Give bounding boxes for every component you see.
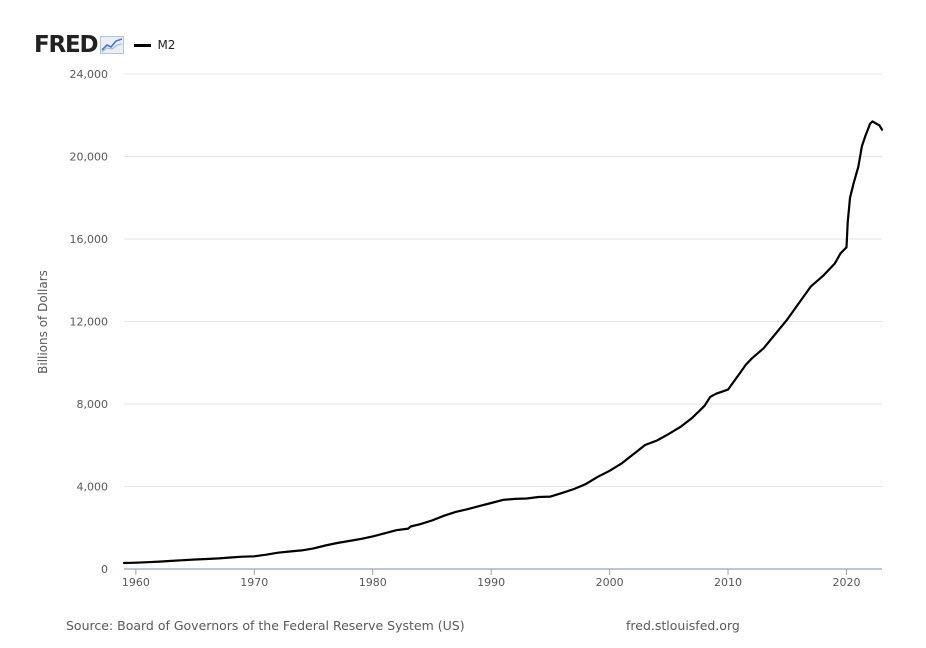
y-tick-label: 16,000 (70, 233, 109, 246)
y-tick-label: 20,000 (70, 151, 109, 164)
grid (124, 73, 882, 487)
y-tick-label: 8,000 (77, 398, 109, 411)
y-tick-label: 12,000 (70, 316, 109, 329)
y-tick-label: 0 (101, 563, 108, 576)
x-tick-label: 1960 (122, 576, 150, 589)
x-tick-label: 1970 (240, 576, 268, 589)
chart-svg: 0 4,000 8,000 12,000 16,000 20,000 24,000 1960 1… (36, 68, 884, 589)
x-tick-label: 1980 (359, 576, 387, 589)
y-tick-label: 24,000 (70, 68, 109, 81)
series-layer (122, 120, 884, 565)
source-note: Source: Board of Governors of the Federa… (66, 618, 465, 633)
legend: M2 (134, 38, 175, 52)
y-tick-label: 4,000 (77, 481, 109, 494)
axes: 0 4,000 8,000 12,000 16,000 20,000 24,000 1960 1… (70, 68, 882, 589)
source-link[interactable]: fred.stlouisfed.org (626, 618, 740, 633)
x-tick-label: 2010 (714, 576, 742, 589)
chart-header: FRED M2 (34, 30, 175, 60)
line-graph-icon (100, 36, 125, 54)
fred-logo[interactable]: FRED (34, 31, 99, 58)
legend-label-m2: M2 (157, 38, 176, 52)
series-line-m2[interactable] (122, 120, 884, 565)
x-tick-label: 2000 (596, 576, 624, 589)
y-axis-label: Billions of Dollars (36, 270, 50, 374)
x-tick-label: 1990 (477, 576, 505, 589)
legend-swatch (134, 43, 152, 47)
x-tick-label: 2020 (832, 576, 860, 589)
